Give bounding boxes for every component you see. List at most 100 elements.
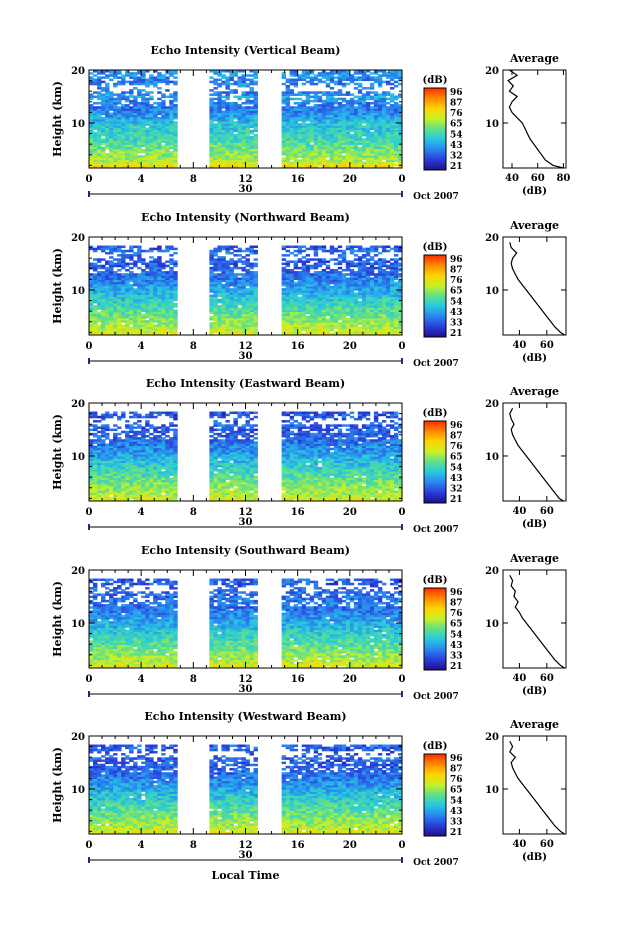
heatmap-cell [325,131,331,135]
heatmap-cell [93,146,98,150]
heatmap-cell [153,148,158,152]
heatmap-cell [221,125,226,128]
heatmap-cell [89,72,94,75]
heatmap-cell [297,148,303,152]
heatmap-cell [337,133,343,137]
heatmap-cell [385,271,391,274]
heatmap-cell [381,144,387,148]
heatmap-cell [289,140,295,143]
heatmap-cell [161,249,166,253]
heatmap-cell [141,150,146,154]
heatmap-cell [293,127,299,131]
heatmap-cell [221,127,226,131]
heatmap-cell [337,138,343,141]
heatmap-cell [101,127,106,131]
heatmap-cell [121,144,126,148]
heatmap-cell [385,97,391,101]
heatmap-cell [233,95,238,99]
heatmap-cell [325,260,331,263]
heatmap-cell [93,136,98,139]
heatmap-cell [385,148,391,152]
heatmap-cell [321,129,327,133]
heatmap-cell [365,266,371,270]
heatmap-cell [297,131,303,135]
heatmap-cell [93,262,98,266]
heatmap-cell [241,150,246,154]
heatmap-cell [97,165,102,169]
heatmap-cell [97,258,102,261]
heatmap-cell [353,163,359,167]
heatmap-cell [157,129,162,133]
heatmap-cell [241,125,246,128]
heatmap-cell [337,144,343,148]
heatmap-cell [153,125,158,128]
heatmap-cell [101,138,106,141]
heatmap-cell [113,82,118,86]
heatmap-cell [289,260,295,263]
heatmap-cell [137,266,142,270]
heatmap-cell [349,140,355,143]
heatmap-cell [353,165,359,169]
heatmap-cell [345,165,351,169]
x-tick-label: 16 [291,174,305,185]
heatmap-cell [121,131,126,135]
heatmap-cell [213,78,218,82]
heatmap-cell [249,153,254,156]
heatmap-cell [129,99,134,103]
heatmap-cell [213,144,218,148]
heatmap-cell [117,138,122,141]
colorbar-tick-label: 87 [450,99,463,109]
heatmap-cell [289,148,295,152]
heatmap-cell [105,121,110,124]
heatmap-cell [285,245,291,249]
heatmap-cell [321,155,327,158]
heatmap-cell [313,163,319,167]
heatmap-cell [241,165,246,169]
heatmap-cell [213,165,218,169]
heatmap-cell [385,142,391,145]
heatmap-cell [305,150,311,154]
heatmap-cell [337,271,343,274]
heatmap-cell [145,133,150,137]
heatmap-cell [109,260,114,263]
heatmap-cell [305,157,311,160]
heatmap-cell [105,131,110,135]
heatmap-cell [297,150,303,154]
heatmap-cell [373,161,379,165]
heatmap-cell [209,266,214,270]
heatmap-cell [281,123,287,126]
heatmap-cell [217,150,222,154]
heatmap-cell [245,146,250,150]
heatmap-cell [153,133,158,137]
heatmap-cell [209,165,214,169]
heatmap-cell [137,127,142,131]
heatmap-cell [253,159,258,163]
heatmap-cell [349,260,355,263]
heatmap-cell [245,127,250,131]
heatmap-cell [357,133,363,137]
heatmap-cell [341,273,347,276]
heatmap-cell [109,148,114,152]
heatmap-cell [125,157,130,160]
heatmap-cell [137,123,142,126]
heatmap-cell [169,157,174,160]
heatmap-cell [369,157,375,160]
heatmap-cell [173,159,178,163]
heatmap-cell [341,268,347,272]
heatmap-cell [101,258,106,261]
heatmap-cell [389,125,395,128]
heatmap-cell [393,125,399,128]
heatmap-cell [329,121,335,124]
heatmap-cell [289,268,295,272]
heatmap-cell [333,91,339,94]
heatmap-cell [233,155,238,158]
heatmap-cell [133,125,138,128]
heatmap-cell [105,129,110,133]
heatmap-cell [109,165,114,169]
heatmap-cell [281,127,287,131]
heatmap-cell [329,148,335,152]
heatmap-cell [121,153,126,156]
heatmap-cell [389,129,395,133]
heatmap-cell [357,155,363,158]
heatmap-cell [381,138,387,141]
